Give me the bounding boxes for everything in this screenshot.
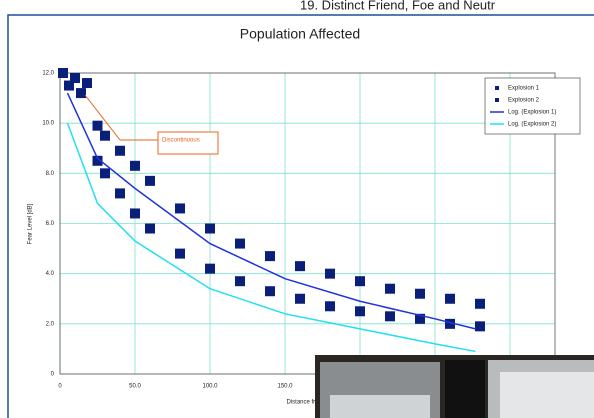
y-tick-label: 12.0 — [42, 71, 54, 77]
x-tick-label: 150.0 — [277, 384, 293, 390]
data-point — [76, 88, 86, 99]
data-point — [100, 130, 110, 141]
y-tick-label: 2.0 — [46, 321, 55, 327]
data-point — [295, 261, 305, 272]
data-point — [64, 80, 74, 91]
data-point — [58, 68, 68, 78]
data-point — [325, 268, 335, 279]
x-axis-label: Distance from — [286, 400, 323, 406]
legend-label: Explosion 1 — [508, 86, 540, 92]
callout-box — [157, 131, 219, 155]
y-axis-label: Fear Level [dB] — [28, 203, 34, 244]
slide-frame — [7, 14, 594, 418]
data-point — [265, 286, 275, 297]
callout-line — [84, 94, 121, 141]
data-point — [145, 223, 155, 234]
data-point — [295, 293, 305, 304]
data-point — [355, 306, 365, 317]
x-tick-label: 50.0 — [129, 384, 141, 390]
y-tick-label: 0 — [51, 372, 55, 378]
data-point — [415, 313, 425, 324]
trend-line — [66, 122, 476, 353]
data-point — [235, 276, 245, 287]
data-point — [475, 298, 485, 309]
data-point — [130, 208, 140, 219]
data-point — [175, 203, 185, 214]
data-point — [385, 283, 395, 294]
legend-label: Log. (Explosion 1) — [508, 110, 556, 116]
data-point — [130, 160, 140, 171]
data-point — [235, 238, 245, 249]
data-point — [115, 145, 125, 156]
data-point — [115, 188, 125, 199]
legend-label: Explosion 2 — [508, 98, 540, 104]
trend-line — [66, 92, 476, 330]
data-point — [100, 168, 110, 179]
data-point — [265, 251, 275, 262]
photo-overlay — [315, 355, 594, 418]
data-point — [205, 263, 215, 274]
data-point — [82, 78, 92, 89]
data-point — [70, 73, 80, 84]
data-point — [355, 276, 365, 287]
slide-heading: 19. Distinct Friend, Foe and Neutr — [300, 0, 496, 12]
data-point — [415, 288, 425, 299]
legend-swatch — [495, 98, 499, 102]
x-tick-label: 100.0 — [202, 384, 218, 390]
data-point — [145, 175, 155, 186]
plot-frame — [59, 72, 556, 375]
legend: Explosion 1 Explosion 2 Log. (Explosion 1)… — [484, 77, 581, 135]
y-tick-label: 10.0 — [42, 121, 54, 127]
legend-label: Log. (Explosion 2) — [508, 122, 556, 128]
legend-swatch — [495, 86, 499, 90]
data-point — [205, 223, 215, 234]
data-point — [385, 311, 395, 322]
y-tick-label: 4.0 — [46, 271, 55, 277]
y-tick-label: 6.0 — [46, 221, 55, 227]
chart-title: Population Affected — [240, 26, 360, 42]
y-tick-label: 8.0 — [46, 171, 55, 177]
data-point — [445, 318, 455, 329]
data-point — [325, 301, 335, 312]
data-point — [475, 321, 485, 332]
data-point — [92, 120, 103, 131]
data-point — [175, 248, 185, 259]
plot: 02.04.06.08.010.012.0050.0100.0150.0200.… — [42, 68, 556, 390]
data-point — [92, 155, 103, 166]
x-tick-label: 0 — [58, 384, 62, 390]
data-point — [445, 293, 455, 304]
callout-text: Discontinuous — [162, 138, 200, 144]
